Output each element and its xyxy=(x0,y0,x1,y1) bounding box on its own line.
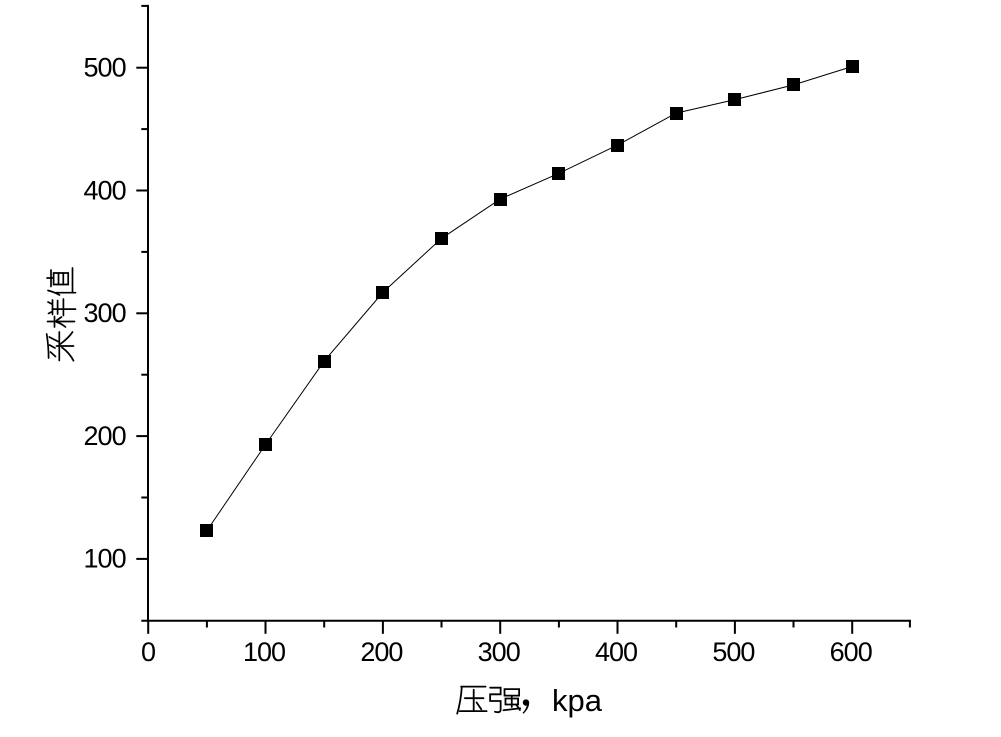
svg-text:500: 500 xyxy=(84,53,126,83)
svg-text:100: 100 xyxy=(243,637,285,667)
svg-text:200: 200 xyxy=(84,421,126,451)
svg-text:0: 0 xyxy=(141,637,155,667)
svg-text:100: 100 xyxy=(84,544,126,574)
svg-text:300: 300 xyxy=(478,637,520,667)
svg-text:kpa: kpa xyxy=(552,683,603,718)
svg-text:400: 400 xyxy=(84,175,126,205)
svg-text:600: 600 xyxy=(830,637,872,667)
svg-text:500: 500 xyxy=(712,637,754,667)
svg-text:400: 400 xyxy=(595,637,637,667)
svg-text:300: 300 xyxy=(84,298,126,328)
svg-text:200: 200 xyxy=(360,637,402,667)
